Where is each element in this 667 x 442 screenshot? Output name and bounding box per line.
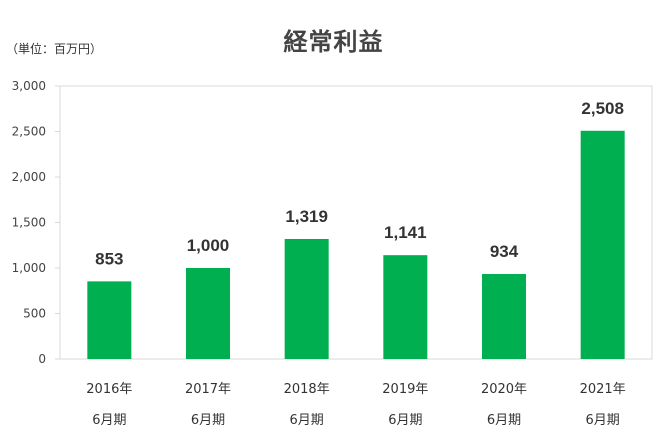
- bar: [383, 255, 428, 359]
- data-label: 853: [95, 249, 123, 268]
- chart-title: 経常利益: [283, 28, 384, 56]
- bars: [87, 130, 625, 359]
- y-axis: 0 500 1,000 1,500 2,000 2,500 3,000: [12, 79, 60, 366]
- plot-border: [59, 85, 653, 360]
- x-tick-label-year: 2018年: [284, 382, 330, 397]
- x-tick-label-year: 2016年: [86, 382, 132, 397]
- data-label: 1,141: [384, 223, 427, 242]
- y-tick-label: 1,500: [12, 216, 46, 230]
- x-tick-label-period: 6月期: [290, 413, 324, 428]
- bar: [482, 274, 526, 359]
- data-label: 934: [490, 242, 519, 261]
- y-tick-label: 500: [23, 307, 46, 321]
- unit-label: （単位：百万円）: [6, 42, 103, 56]
- x-tick-label-year: 2017年: [185, 382, 231, 397]
- y-tick-label: 0: [38, 352, 46, 366]
- bar: [284, 238, 329, 359]
- x-axis: 2016年 6月期 2017年 6月期 2018年 6月期 2019年 6月期 2020年 6月期…: [86, 382, 625, 428]
- bar: [580, 130, 625, 359]
- data-label: 1,319: [285, 207, 328, 226]
- bar: [87, 281, 132, 359]
- x-tick-label-period: 6月期: [487, 413, 521, 428]
- data-label: 2,508: [581, 99, 624, 118]
- y-tick-label: 2,500: [12, 125, 46, 139]
- y-tick-label: 2,000: [12, 170, 46, 184]
- bar: [186, 268, 230, 359]
- x-tick-label-year: 2020年: [481, 382, 527, 397]
- plot-frame: [59, 85, 653, 360]
- x-tick-label-year: 2021年: [580, 382, 626, 397]
- x-tick-label-period: 6月期: [388, 413, 422, 428]
- x-tick-label-period: 6月期: [191, 413, 225, 428]
- data-label: 1,000: [187, 236, 230, 255]
- x-tick-label-year: 2019年: [382, 382, 428, 397]
- data-labels: 853 1,000 1,319 1,141 934 2,508: [95, 99, 624, 269]
- y-tick-label: 1,000: [12, 261, 46, 275]
- x-tick-label-period: 6月期: [92, 413, 126, 428]
- y-tick-label: 3,000: [12, 79, 46, 93]
- x-tick-label-period: 6月期: [586, 413, 620, 428]
